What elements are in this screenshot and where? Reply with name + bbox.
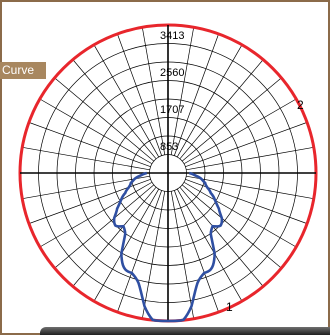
grid-spoke-100 <box>186 146 314 171</box>
series-label-1: 1 <box>226 300 233 314</box>
grid-spoke-210 <box>93 44 160 158</box>
grid-spoke-150 <box>176 44 243 158</box>
grid-spoke-340 <box>117 190 163 313</box>
grid-spoke-120 <box>183 98 297 165</box>
grid-spoke-10 <box>170 191 195 319</box>
grid-spoke-70 <box>185 178 308 224</box>
grid-spoke-240 <box>39 98 153 165</box>
grid-spoke-80 <box>186 175 314 200</box>
grid-spoke-330 <box>93 188 160 302</box>
grid-spoke-190 <box>141 27 166 155</box>
grid-spoke-60 <box>183 181 297 248</box>
grid-spoke-110 <box>185 122 308 168</box>
grid-spoke-30 <box>176 188 243 302</box>
grid-spoke-20 <box>173 190 219 313</box>
curve-legend-tab[interactable]: Curve <box>0 62 47 79</box>
grid-spoke-320 <box>72 186 157 287</box>
radial-tick-label-1: 853 <box>160 141 178 153</box>
grid-spoke-290 <box>28 178 151 224</box>
grid-spoke-260 <box>22 146 150 171</box>
grid-spoke-40 <box>179 186 264 287</box>
grid-spoke-50 <box>181 184 282 269</box>
grid-spoke-220 <box>72 59 157 160</box>
grid-spoke-160 <box>173 33 219 156</box>
grid-spoke-310 <box>54 184 155 269</box>
grid-spoke-350 <box>141 191 166 319</box>
grid-spoke-170 <box>170 27 195 155</box>
grid-spoke-300 <box>39 181 153 248</box>
series-label-2: 2 <box>297 98 304 112</box>
radial-tick-label-3: 2560 <box>160 67 184 79</box>
radial-tick-label-2: 1707 <box>160 104 184 116</box>
grid-spoke-250 <box>28 122 151 168</box>
series-curve-1 <box>112 171 224 323</box>
grid-spoke-130 <box>181 77 282 162</box>
grid-spoke-280 <box>22 175 150 200</box>
grid-spoke-140 <box>179 59 264 160</box>
bottom-scroll-bar[interactable] <box>40 327 330 335</box>
grid-spoke-230 <box>54 77 155 162</box>
radial-tick-labels: 853 1707 2560 3413 <box>160 30 184 153</box>
grid-spoke-200 <box>117 33 163 156</box>
radial-tick-label-4: 3413 <box>160 30 184 42</box>
